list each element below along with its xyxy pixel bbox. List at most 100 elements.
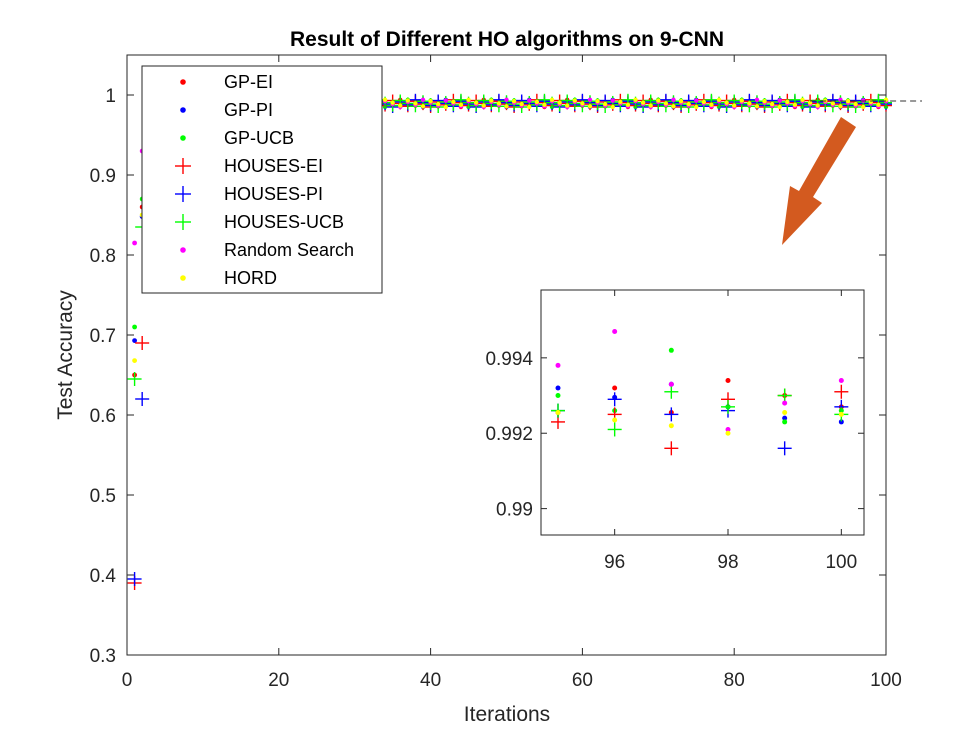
legend-item-gp-ei: GP-EI	[180, 72, 273, 92]
inset-point-gp-pi	[838, 419, 844, 425]
x-tick-label: 0	[122, 670, 133, 691]
point-hord	[678, 99, 684, 104]
point-hord	[565, 103, 570, 108]
chart-title: Result of Different HO algorithms on 9-C…	[290, 28, 724, 51]
point-hord	[694, 104, 699, 110]
legend-label: HORD	[224, 268, 277, 288]
point-hord	[504, 104, 509, 109]
legend-item-houses-ei: HOUSES-EI	[175, 156, 323, 176]
point-random-search	[587, 97, 593, 103]
point-random-search	[132, 240, 137, 246]
point-hord	[640, 100, 646, 105]
inset-x-tick-label: 98	[717, 552, 738, 573]
point-hord	[602, 101, 608, 107]
point-random-search	[527, 98, 532, 103]
legend-marker-houses-pi	[175, 186, 191, 202]
inset-point-houses-ucb	[721, 399, 735, 414]
point-hord	[807, 100, 813, 105]
inset-point-houses-pi	[664, 407, 679, 422]
legend-label: GP-EI	[224, 72, 273, 92]
inset-point-random-search	[555, 362, 561, 368]
point-hord	[481, 103, 486, 108]
point-hord	[527, 104, 532, 110]
point-hord	[777, 104, 782, 110]
inset-x-tick-label: 96	[604, 552, 625, 573]
point-hord	[739, 98, 744, 103]
point-houses-ucb	[127, 372, 142, 386]
x-tick-label: 80	[724, 670, 745, 691]
point-hord	[762, 99, 767, 104]
inset-point-gp-ucb	[782, 419, 788, 425]
point-random-search	[443, 98, 448, 103]
inset-point-gp-ucb	[668, 347, 674, 353]
x-tick-label: 60	[572, 670, 593, 691]
point-hord	[625, 102, 631, 108]
point-houses-pi	[135, 392, 150, 406]
legend-label: HOUSES-EI	[224, 156, 323, 176]
inset-point-gp-ucb	[555, 393, 561, 399]
legend-item-random-search: Random Search	[180, 240, 354, 260]
point-hord	[686, 101, 691, 107]
point-hord	[701, 99, 707, 105]
legend-box	[141, 65, 383, 294]
point-hord	[511, 99, 517, 104]
legend-marker-gp-ei	[180, 79, 186, 85]
point-hord	[792, 102, 798, 108]
point-gp-pi	[132, 338, 137, 343]
point-hord	[633, 97, 638, 103]
legend-marker-gp-pi	[180, 107, 186, 113]
y-tick-label: 0.4	[90, 566, 117, 587]
point-hord	[132, 358, 137, 363]
inset-point-houses-ei	[834, 384, 849, 399]
x-tick-label: 20	[268, 670, 289, 691]
point-hord	[671, 104, 676, 109]
point-hord	[618, 99, 623, 105]
inset-point-random-search	[782, 400, 788, 406]
inset-axis-ticks: 96 98 100 0.99 0.992 0.994	[485, 290, 864, 573]
legend: GP-EI GP-PI GP-UCB HOUSES-EI HOUSES-PI HOUSES…	[141, 65, 383, 294]
point-hord	[587, 104, 593, 109]
inset-plot-frame	[540, 289, 865, 536]
point-random-search	[504, 97, 509, 103]
inset-x-tick-label: 100	[825, 552, 857, 573]
zoom-arrow-shape	[782, 117, 856, 245]
legend-item-houses-pi: HOUSES-PI	[175, 184, 323, 204]
point-hord	[435, 101, 441, 107]
legend-label: GP-PI	[224, 100, 273, 120]
point-hord	[557, 100, 562, 105]
inset-point-houses-pi	[607, 392, 622, 407]
y-tick-label: 0.8	[90, 246, 116, 267]
legend-label: GP-UCB	[224, 128, 294, 148]
legend-marker-hord	[180, 275, 186, 281]
point-hord	[580, 101, 585, 106]
point-hord	[838, 104, 843, 109]
point-hord	[800, 97, 805, 103]
inset-y-tick-label: 0.99	[496, 500, 533, 521]
inset-point-gp-ei	[612, 385, 618, 391]
inset-point-hord	[668, 423, 674, 429]
point-hord	[496, 101, 502, 106]
point-hord	[572, 98, 578, 103]
legend-item-houses-ucb: HOUSES-UCB	[175, 212, 344, 232]
point-hord	[519, 101, 524, 107]
x-tick-label: 100	[870, 670, 902, 691]
inset-point-hord	[612, 417, 618, 423]
point-hord	[443, 104, 448, 110]
point-hord	[382, 97, 388, 103]
y-tick-label: 0.6	[90, 406, 116, 427]
point-random-search	[671, 97, 676, 103]
inset-plot: 96 98 100 0.99 0.992 0.994	[485, 289, 865, 573]
point-hord	[398, 103, 403, 108]
point-hord	[610, 104, 615, 110]
inset-point-random-search	[725, 426, 731, 432]
point-houses-ei	[135, 336, 150, 350]
inset-data-points	[551, 328, 849, 456]
point-random-search	[754, 97, 760, 103]
inset-series-hord	[555, 410, 844, 436]
point-hord	[754, 104, 760, 109]
legend-label: HOUSES-UCB	[224, 212, 344, 232]
point-random-search	[777, 98, 782, 103]
point-hord	[815, 103, 820, 108]
